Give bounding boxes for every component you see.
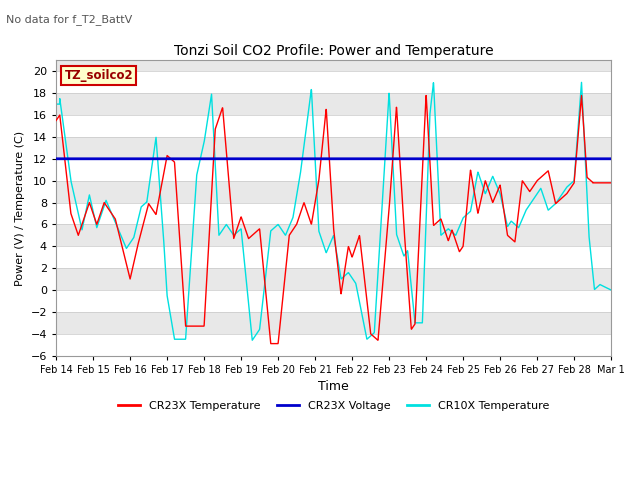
Bar: [56, 334, 611, 356]
Y-axis label: Power (V) / Temperature (C): Power (V) / Temperature (C): [15, 131, 25, 286]
Bar: [56, 203, 611, 225]
X-axis label: Time: Time: [318, 380, 349, 393]
Bar: [56, 137, 611, 159]
Text: No data for f_T2_BattV: No data for f_T2_BattV: [6, 14, 132, 25]
Bar: [56, 180, 611, 203]
Bar: [56, 93, 611, 115]
Title: Tonzi Soil CO2 Profile: Power and Temperature: Tonzi Soil CO2 Profile: Power and Temper…: [174, 44, 493, 58]
Bar: [56, 115, 611, 137]
Bar: [56, 246, 611, 268]
Legend: CR23X Temperature, CR23X Voltage, CR10X Temperature: CR23X Temperature, CR23X Voltage, CR10X …: [113, 396, 554, 415]
Bar: [56, 159, 611, 180]
Bar: [56, 225, 611, 246]
Text: TZ_soilco2: TZ_soilco2: [65, 69, 133, 82]
Bar: [56, 268, 611, 290]
Bar: [56, 290, 611, 312]
Bar: [56, 72, 611, 93]
Bar: [56, 312, 611, 334]
